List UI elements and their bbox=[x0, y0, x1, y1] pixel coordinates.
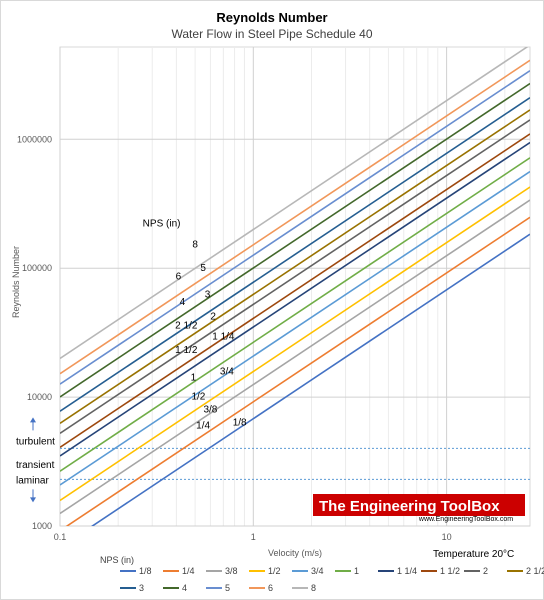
y-tick-label: 1000000 bbox=[17, 134, 52, 144]
legend-entry: 1 1/2 bbox=[440, 566, 460, 576]
chart-title: Reynolds Number bbox=[216, 10, 327, 25]
x-tick-label: 0.1 bbox=[54, 532, 67, 542]
legend-entry: 4 bbox=[182, 583, 187, 593]
logo-url: www.EngineeringToolBox.com bbox=[418, 516, 513, 523]
legend-entry: 1/2 bbox=[268, 566, 281, 576]
series-label: 1/8 bbox=[233, 418, 247, 429]
series-line bbox=[60, 109, 530, 424]
legend-entry: 1/4 bbox=[182, 566, 195, 576]
series-label: 1/2 bbox=[191, 391, 205, 402]
series-line bbox=[65, 216, 530, 526]
x-tick-label: 10 bbox=[442, 532, 452, 542]
series-line bbox=[60, 199, 530, 515]
y-tick-label: 100000 bbox=[22, 263, 52, 273]
axis-ticks: 0.1 1 10 1000 10000 100000 1000000 bbox=[17, 134, 452, 542]
series-label: 6 bbox=[176, 271, 182, 282]
series-label: 5 bbox=[200, 263, 206, 274]
series-line bbox=[90, 233, 530, 526]
x-axis-label: Velocity (m/s) bbox=[268, 548, 322, 558]
series-label: 2 1/2 bbox=[175, 321, 198, 332]
legend-entry: 6 bbox=[268, 583, 273, 593]
series-lines bbox=[60, 47, 530, 526]
arrow-up-icon bbox=[30, 417, 36, 423]
series-line bbox=[60, 170, 530, 486]
legend-entry: 1 1/4 bbox=[397, 566, 417, 576]
series-labels: NPS (in) 1/8 1/4 3/8 1/2 3/4 1 1 1/4 1 1/2 2 2 1/2… bbox=[143, 219, 247, 432]
series-line bbox=[60, 133, 530, 448]
arrow-down-icon bbox=[30, 497, 36, 503]
legend-entry: 5 bbox=[225, 583, 230, 593]
series-line bbox=[60, 82, 530, 398]
temperature-note: Temperature 20°C bbox=[433, 549, 514, 560]
legend-entry: 3/8 bbox=[225, 566, 238, 576]
legend-entry: 3 bbox=[139, 583, 144, 593]
series-label: 1/4 bbox=[196, 421, 210, 432]
series-label: 1 bbox=[191, 372, 197, 383]
legend-entry: 2 1/2 bbox=[526, 566, 544, 576]
flow-zones: turbulent transient laminar bbox=[16, 417, 530, 503]
series-label: 3 bbox=[205, 290, 211, 301]
series-line bbox=[60, 141, 530, 457]
logo-background bbox=[313, 494, 525, 516]
label-header: NPS (in) bbox=[143, 219, 181, 230]
series-label: 4 bbox=[180, 297, 186, 308]
legend-entry: 1 bbox=[354, 566, 359, 576]
series-line bbox=[60, 47, 529, 360]
series-label: 1 1/2 bbox=[175, 345, 198, 356]
zone-label-turbulent: turbulent bbox=[16, 436, 55, 447]
x-tick-label: 1 bbox=[251, 532, 256, 542]
legend-entry: 8 bbox=[311, 583, 316, 593]
legend-entry: 2 bbox=[483, 566, 488, 576]
legend-entry: 1/8 bbox=[139, 566, 152, 576]
series-line bbox=[60, 119, 530, 434]
series-label: 1 1/4 bbox=[212, 331, 235, 342]
series-label: 3/8 bbox=[203, 404, 217, 415]
logo-title: The Engineering ToolBox bbox=[319, 498, 500, 515]
legend: 1/8 1/4 3/8 1/2 3/4 1 1 1/4 1 1/2 2 2 1/2 3 4 5 6 8 bbox=[120, 566, 544, 593]
series-line bbox=[60, 186, 530, 502]
series-line bbox=[60, 97, 530, 412]
zone-label-laminar: laminar bbox=[16, 475, 49, 486]
series-line bbox=[60, 70, 530, 385]
y-tick-label: 1000 bbox=[32, 521, 52, 531]
legend-entry: 3/4 bbox=[311, 566, 324, 576]
zone-label-transient: transient bbox=[16, 460, 55, 471]
series-label: 8 bbox=[192, 239, 198, 250]
y-tick-label: 10000 bbox=[27, 392, 52, 402]
series-line bbox=[60, 157, 530, 472]
logo: The Engineering ToolBox www.EngineeringT… bbox=[313, 494, 525, 523]
series-line bbox=[60, 59, 530, 375]
legend-title: NPS (in) bbox=[100, 555, 134, 565]
chart-subtitle: Water Flow in Steel Pipe Schedule 40 bbox=[172, 27, 373, 41]
series-label: 2 bbox=[210, 311, 216, 322]
series-label: 3/4 bbox=[220, 366, 234, 377]
y-axis-label: Reynolds Number bbox=[11, 246, 21, 318]
